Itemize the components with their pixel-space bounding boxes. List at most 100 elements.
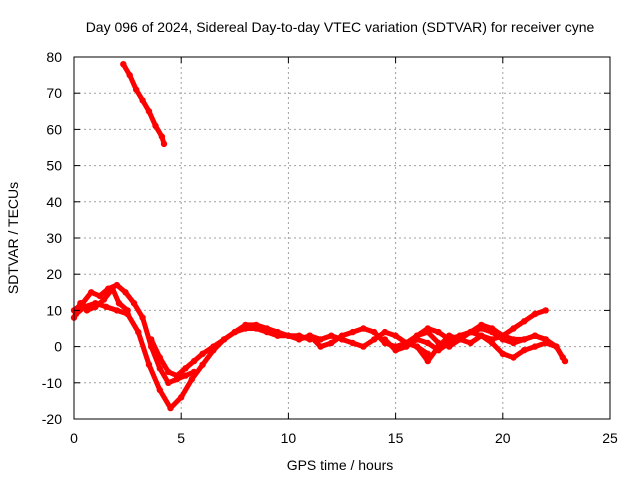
data-point: [499, 332, 506, 339]
data-point: [242, 325, 249, 332]
data-point: [478, 332, 485, 339]
data-point: [178, 394, 185, 401]
data-point: [158, 133, 166, 140]
data-point: [371, 336, 378, 343]
y-tick-label: 40: [46, 194, 62, 210]
grid: [74, 57, 610, 419]
y-tick-label: 20: [46, 266, 62, 282]
data-point: [88, 289, 95, 296]
data-point: [424, 339, 431, 347]
data-point: [488, 339, 496, 347]
data-point: [306, 332, 313, 339]
data-point: [210, 343, 217, 350]
data-point: [424, 328, 431, 336]
data-point: [435, 339, 442, 347]
data-point: [521, 336, 528, 343]
data-point: [392, 332, 399, 339]
data-point: [360, 343, 367, 350]
data-point: [338, 332, 346, 339]
data-point: [139, 314, 146, 321]
data-point: [510, 336, 517, 343]
x-tick-label: 25: [602, 430, 618, 446]
data-point: [521, 347, 528, 354]
y-tick-label: 80: [46, 49, 62, 65]
y-tick-label: -10: [42, 375, 62, 391]
data-point: [120, 60, 127, 68]
data-point: [96, 292, 103, 300]
data-point: [317, 343, 324, 350]
y-tick-label: 30: [46, 230, 62, 246]
y-axis-label: SDTVAR / TECUs: [5, 182, 21, 294]
data-point: [167, 404, 174, 412]
data-point: [328, 332, 335, 339]
data-point: [182, 365, 189, 372]
data-point: [81, 303, 88, 310]
data-point: [182, 372, 189, 379]
data-point: [317, 336, 324, 343]
x-tick-label: 10: [281, 430, 297, 446]
data-point: [231, 328, 238, 336]
data-point: [295, 336, 303, 343]
data-point: [165, 368, 172, 376]
data-point: [173, 372, 181, 379]
data-point: [381, 336, 389, 343]
data-point: [274, 332, 281, 339]
data-point: [542, 336, 549, 343]
data-point: [122, 289, 129, 296]
data-point: [152, 122, 159, 129]
series-track-d: [73, 300, 313, 411]
data-point: [467, 339, 474, 347]
data-point: [381, 328, 389, 336]
series-track-c: [71, 282, 197, 386]
data-point: [253, 325, 260, 332]
data-point: [220, 336, 228, 343]
data-series: [70, 60, 569, 412]
data-point: [124, 310, 131, 318]
data-point: [435, 328, 442, 336]
y-tick-label: 50: [46, 158, 62, 174]
data-point: [531, 310, 539, 318]
data-point: [139, 97, 146, 104]
y-tick-label: -20: [42, 411, 62, 427]
data-point: [160, 140, 168, 148]
data-point: [521, 318, 528, 325]
data-point: [148, 336, 155, 343]
data-point: [478, 321, 485, 329]
data-point: [135, 328, 142, 336]
axis-ticks: 0 5 10 15 20 25 -20 -10 0 10 20 30 40 50 60 70 80: [42, 49, 618, 446]
data-point: [156, 386, 163, 394]
data-point: [499, 350, 506, 357]
data-point: [510, 325, 517, 332]
data-point: [510, 354, 517, 361]
x-tick-label: 5: [177, 430, 185, 446]
data-point: [113, 281, 121, 289]
data-point: [188, 376, 196, 383]
x-axis-label: GPS time / hours: [287, 457, 394, 473]
data-point: [392, 347, 399, 354]
y-tick-label: 0: [54, 339, 62, 355]
data-point: [446, 343, 453, 350]
data-point: [542, 307, 549, 314]
data-point: [103, 303, 110, 310]
data-point: [413, 332, 421, 339]
data-point: [126, 71, 133, 79]
x-tick-label: 20: [495, 430, 511, 446]
data-point: [413, 343, 421, 350]
data-point: [553, 343, 560, 350]
data-point: [165, 379, 172, 386]
data-point: [285, 332, 292, 339]
chart-title: Day 096 of 2024, Sidereal Day-to-day VTE…: [86, 19, 595, 35]
data-point: [328, 339, 335, 347]
y-tick-label: 10: [46, 302, 62, 318]
data-point: [156, 365, 163, 372]
y-tick-label: 60: [46, 121, 62, 137]
y-tick-label: 70: [46, 85, 62, 101]
data-point: [100, 296, 108, 303]
data-point: [156, 354, 163, 361]
data-point: [488, 325, 496, 332]
data-point: [467, 328, 474, 336]
data-point: [403, 339, 410, 347]
data-point: [133, 86, 140, 93]
data-point: [145, 108, 153, 115]
